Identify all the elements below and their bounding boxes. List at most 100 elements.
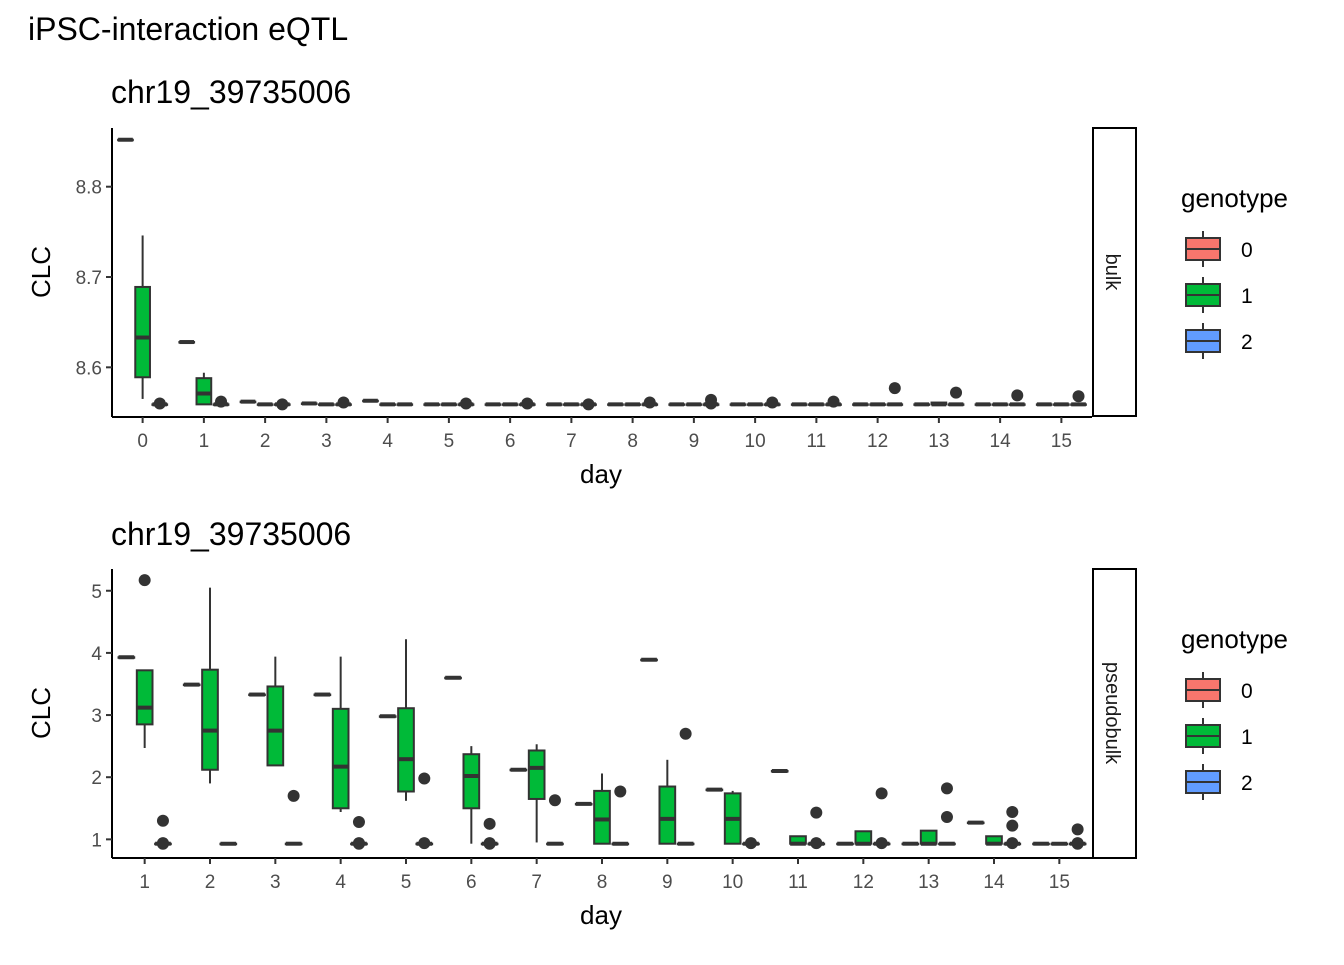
- outlier-point: [352, 837, 365, 850]
- bulk-x-tick-label: 2: [260, 431, 271, 452]
- pseudobulk-box-genotype-1-day-2: [201, 587, 219, 784]
- bulk-box-genotype-2-day-3: [335, 396, 352, 409]
- bulk-box-genotype-0-day-14: [974, 402, 992, 407]
- box-iqr: [135, 669, 154, 726]
- outlier-point: [810, 806, 823, 819]
- outlier-point: [940, 782, 953, 795]
- pseudobulk-y-tick-label: 2: [91, 768, 102, 789]
- pseudobulk-x-tick-label: 1: [139, 872, 150, 893]
- bulk-y-tick-label: 8.8: [76, 178, 102, 199]
- pseudobulk-legend: genotype 0 1 2: [1181, 624, 1288, 800]
- bulk-box-genotype-1-day-8: [624, 402, 641, 407]
- box-iqr: [331, 707, 350, 810]
- pseudobulk-legend-title: genotype: [1181, 624, 1288, 654]
- bulk-x-tick-label: 4: [382, 431, 393, 452]
- outlier-point: [875, 837, 888, 850]
- outlier-point: [810, 837, 823, 850]
- outlier-point: [1011, 389, 1024, 402]
- pseudobulk-box-genotype-1-day-10: [723, 790, 742, 845]
- outlier-point: [582, 398, 595, 411]
- bulk-box-genotype-2-day-10: [763, 396, 781, 409]
- bulk-box-genotype-1-day-12: [869, 402, 886, 407]
- bulk-box-genotype-1-day-14: [991, 402, 1009, 407]
- pseudobulk-box-genotype-2-day-9: [676, 727, 695, 846]
- pseudobulk-x-tick-label: 13: [918, 872, 939, 893]
- outlier-point: [521, 397, 534, 410]
- bulk-x-tick-label: 10: [745, 431, 766, 452]
- bulk-x-tick-label: 13: [928, 431, 949, 452]
- bulk-box-genotype-2-day-12: [886, 382, 904, 407]
- pseudobulk-y-tick-label: 5: [91, 582, 102, 603]
- pseudobulk-box-genotype-2-day-13: [938, 782, 956, 846]
- bulk-box-genotype-0-day-5: [423, 402, 441, 407]
- pseudobulk-box-genotype-2-day-4: [350, 815, 368, 850]
- pseudobulk-box-genotype-2-day-2: [219, 841, 238, 846]
- pseudobulk-box-genotype-1-day-15: [1050, 841, 1069, 846]
- outlier-point: [744, 837, 757, 850]
- pseudobulk-box-genotype-2-day-3: [284, 789, 303, 846]
- pseudobulk-legend-label-2: 2: [1241, 772, 1253, 795]
- bulk-box-genotype-2-day-15: [1070, 390, 1087, 407]
- bulk-box-genotype-1-day-9: [685, 402, 703, 407]
- bulk-legend-label-2: 2: [1241, 331, 1253, 354]
- bulk-box-genotype-2-day-9: [702, 393, 720, 410]
- outlier-point: [1072, 390, 1085, 403]
- outlier-point: [705, 397, 718, 410]
- pseudobulk-box-genotype-0-day-5: [378, 714, 397, 719]
- box-iqr: [195, 377, 213, 406]
- pseudobulk-x-tick-label: 8: [597, 872, 608, 893]
- pseudobulk-box-genotype-0-day-7: [509, 767, 528, 772]
- bulk-facet-label: bulk: [1101, 254, 1123, 292]
- bulk-box-genotype-2-day-4: [396, 402, 414, 407]
- outlier-point: [418, 772, 431, 785]
- bulk-x-tick-label: 12: [867, 431, 888, 452]
- outlier-point: [352, 815, 365, 828]
- bulk-box-genotype-2-day-7: [580, 398, 597, 411]
- pseudobulk-box-genotype-1-day-9: [658, 759, 677, 845]
- bulk-box-genotype-0-day-12: [852, 402, 869, 407]
- box-iqr: [201, 668, 219, 771]
- bulk-x-tick-label: 15: [1051, 431, 1072, 452]
- pseudobulk-x-tick-label: 12: [853, 872, 874, 893]
- pseudobulk-box-genotype-1-day-14: [985, 835, 1003, 846]
- bulk-box-genotype-2-day-14: [1008, 389, 1026, 407]
- outlier-point: [1071, 837, 1084, 850]
- pseudobulk-legend-label-1: 1: [1241, 726, 1253, 749]
- pseudobulk-box-genotype-1-day-3: [266, 656, 285, 767]
- pseudobulk-box-genotype-1-day-7: [527, 744, 546, 843]
- bulk-box-genotype-1-day-7: [563, 402, 580, 407]
- panel-bulk: chr19_39735006 8.68.78.80 1 2 3 4 5 6 7 8 9 10 11 12…: [26, 74, 1288, 489]
- bulk-box-genotype-1-day-6: [501, 402, 519, 407]
- bulk-legend: genotype 0 1 2: [1181, 183, 1288, 359]
- pseudobulk-box-genotype-0-day-12: [836, 841, 854, 846]
- outlier-point: [888, 382, 901, 395]
- pseudobulk-box-genotype-0-day-2: [182, 682, 201, 687]
- pseudobulk-box-genotype-2-day-5: [415, 772, 434, 850]
- bulk-box-genotype-1-day-1: [195, 372, 213, 406]
- pseudobulk-box-genotype-2-day-6: [480, 817, 499, 850]
- outlier-point: [153, 397, 166, 410]
- pseudobulk-legend-key-2: [1185, 764, 1221, 800]
- pseudobulk-box-genotype-0-day-3: [248, 692, 266, 697]
- pseudobulk-x-tick-label: 4: [335, 872, 346, 893]
- bulk-box-genotype-1-day-0: [134, 235, 151, 399]
- bulk-box-genotype-0-day-8: [607, 402, 624, 407]
- pseudobulk-facet-strip: [1092, 568, 1137, 859]
- box-iqr: [527, 749, 546, 800]
- pseudobulk-x-tick-label: 3: [270, 872, 281, 893]
- bulk-box-genotype-2-day-11: [825, 395, 842, 408]
- pseudobulk-box-genotype-2-day-10: [742, 837, 760, 850]
- bulk-box-genotype-0-day-7: [545, 402, 563, 407]
- pseudobulk-x-tick-label: 9: [662, 872, 673, 893]
- bulk-x-tick-label: 3: [321, 431, 332, 452]
- outlier-point: [138, 574, 151, 587]
- bulk-box-genotype-1-day-3: [318, 402, 335, 407]
- pseudobulk-box-genotype-2-day-14: [1003, 806, 1022, 850]
- pseudobulk-box-genotype-2-day-11: [807, 806, 826, 850]
- pseudobulk-box-genotype-2-day-7: [546, 794, 564, 846]
- outlier-point: [1071, 823, 1084, 836]
- bulk-box-genotype-0-day-9: [668, 402, 686, 407]
- pseudobulk-y-tick-label: 3: [91, 706, 102, 727]
